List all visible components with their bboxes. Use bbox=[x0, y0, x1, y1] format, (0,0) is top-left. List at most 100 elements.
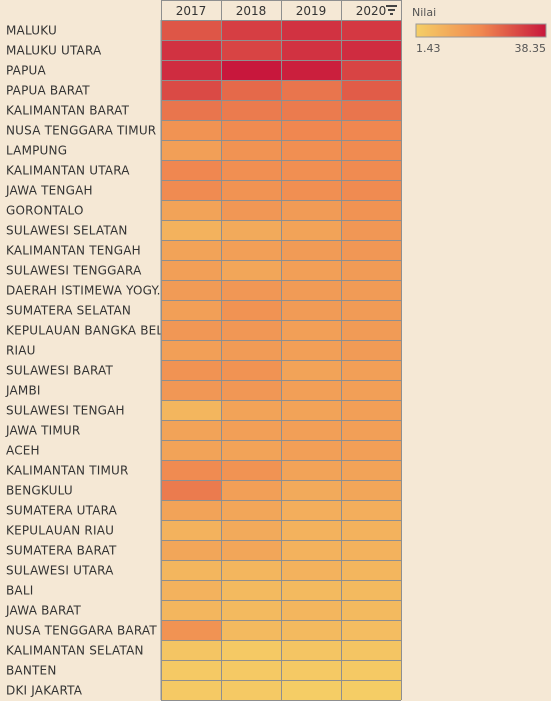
heatmap-cell[interactable] bbox=[341, 40, 401, 60]
row-label[interactable]: SUMATERA SELATAN bbox=[6, 304, 131, 318]
heatmap-cell[interactable] bbox=[341, 500, 401, 520]
heatmap-cell[interactable] bbox=[221, 420, 281, 440]
heatmap-cell[interactable] bbox=[161, 60, 221, 80]
heatmap-cell[interactable] bbox=[221, 660, 281, 680]
row-label[interactable]: DKI JAKARTA bbox=[6, 684, 83, 698]
heatmap-cell[interactable] bbox=[161, 360, 221, 380]
row-label[interactable]: NUSA TENGGARA TIMUR bbox=[6, 124, 156, 138]
heatmap-cell[interactable] bbox=[221, 120, 281, 140]
heatmap-cell[interactable] bbox=[341, 340, 401, 360]
row-label[interactable]: SULAWESI UTARA bbox=[6, 564, 114, 578]
heatmap-cell[interactable] bbox=[281, 180, 341, 200]
heatmap-cell[interactable] bbox=[161, 460, 221, 480]
heatmap-cell[interactable] bbox=[281, 360, 341, 380]
heatmap-cell[interactable] bbox=[341, 440, 401, 460]
row-label[interactable]: PAPUA bbox=[6, 64, 46, 78]
heatmap-cell[interactable] bbox=[221, 140, 281, 160]
heatmap-cell[interactable] bbox=[161, 260, 221, 280]
heatmap-cell[interactable] bbox=[161, 340, 221, 360]
heatmap-cell[interactable] bbox=[221, 400, 281, 420]
row-label[interactable]: KALIMANTAN TIMUR bbox=[6, 464, 129, 478]
heatmap-cell[interactable] bbox=[281, 620, 341, 640]
sort-descending-icon[interactable] bbox=[386, 5, 397, 15]
heatmap-cell[interactable] bbox=[221, 200, 281, 220]
heatmap-cell[interactable] bbox=[341, 580, 401, 600]
heatmap-cell[interactable] bbox=[341, 660, 401, 680]
heatmap-cell[interactable] bbox=[281, 520, 341, 540]
heatmap-cell[interactable] bbox=[341, 540, 401, 560]
heatmap-cell[interactable] bbox=[161, 420, 221, 440]
row-label[interactable]: KALIMANTAN BARAT bbox=[6, 104, 130, 118]
heatmap-cell[interactable] bbox=[221, 60, 281, 80]
heatmap-cell[interactable] bbox=[341, 520, 401, 540]
column-header-2020[interactable]: 2020 bbox=[356, 4, 387, 18]
heatmap-cell[interactable] bbox=[161, 560, 221, 580]
heatmap-cell[interactable] bbox=[221, 560, 281, 580]
heatmap-cell[interactable] bbox=[161, 540, 221, 560]
heatmap-cell[interactable] bbox=[221, 40, 281, 60]
heatmap-cell[interactable] bbox=[281, 600, 341, 620]
row-label[interactable]: JAWA TENGAH bbox=[5, 184, 93, 198]
heatmap-cell[interactable] bbox=[341, 680, 401, 700]
heatmap-cell[interactable] bbox=[341, 180, 401, 200]
heatmap-cell[interactable] bbox=[341, 260, 401, 280]
heatmap-cell[interactable] bbox=[161, 80, 221, 100]
heatmap-cell[interactable] bbox=[221, 480, 281, 500]
heatmap-cell[interactable] bbox=[221, 600, 281, 620]
heatmap-cell[interactable] bbox=[281, 680, 341, 700]
row-label[interactable]: BANTEN bbox=[6, 664, 57, 678]
heatmap-cell[interactable] bbox=[161, 600, 221, 620]
heatmap-cell[interactable] bbox=[161, 440, 221, 460]
row-label[interactable]: DAERAH ISTIMEWA YOGY.. bbox=[6, 284, 165, 298]
heatmap-cell[interactable] bbox=[341, 220, 401, 240]
heatmap-cell[interactable] bbox=[221, 640, 281, 660]
heatmap-cell[interactable] bbox=[341, 100, 401, 120]
heatmap-cell[interactable] bbox=[341, 640, 401, 660]
heatmap-cell[interactable] bbox=[281, 220, 341, 240]
row-label[interactable]: SULAWESI TENGGARA bbox=[6, 264, 142, 278]
heatmap-cell[interactable] bbox=[281, 400, 341, 420]
heatmap-cell[interactable] bbox=[281, 540, 341, 560]
heatmap-cell[interactable] bbox=[221, 180, 281, 200]
heatmap-cell[interactable] bbox=[281, 500, 341, 520]
column-header-2018[interactable]: 2018 bbox=[236, 4, 267, 18]
heatmap-cell[interactable] bbox=[221, 460, 281, 480]
heatmap-cell[interactable] bbox=[341, 320, 401, 340]
row-label[interactable]: NUSA TENGGARA BARAT bbox=[6, 624, 157, 638]
row-label[interactable]: KEPULAUAN RIAU bbox=[6, 524, 114, 538]
heatmap-cell[interactable] bbox=[341, 240, 401, 260]
heatmap-cell[interactable] bbox=[221, 80, 281, 100]
heatmap-cell[interactable] bbox=[161, 20, 221, 40]
column-header-2019[interactable]: 2019 bbox=[296, 4, 327, 18]
row-label[interactable]: BALI bbox=[6, 584, 33, 598]
heatmap-cell[interactable] bbox=[221, 380, 281, 400]
heatmap-cell[interactable] bbox=[221, 100, 281, 120]
heatmap-cell[interactable] bbox=[281, 260, 341, 280]
heatmap-cell[interactable] bbox=[161, 480, 221, 500]
heatmap-cell[interactable] bbox=[341, 280, 401, 300]
heatmap-cell[interactable] bbox=[341, 160, 401, 180]
heatmap-cell[interactable] bbox=[341, 560, 401, 580]
heatmap-cell[interactable] bbox=[221, 520, 281, 540]
heatmap-cell[interactable] bbox=[281, 100, 341, 120]
heatmap-cell[interactable] bbox=[161, 120, 221, 140]
heatmap-cell[interactable] bbox=[161, 300, 221, 320]
heatmap-cell[interactable] bbox=[161, 40, 221, 60]
heatmap-cell[interactable] bbox=[221, 240, 281, 260]
heatmap-cell[interactable] bbox=[161, 640, 221, 660]
heatmap-cell[interactable] bbox=[281, 20, 341, 40]
row-label[interactable]: SULAWESI BARAT bbox=[6, 364, 114, 378]
heatmap-cell[interactable] bbox=[161, 320, 221, 340]
row-label[interactable]: SULAWESI SELATAN bbox=[6, 224, 128, 238]
heatmap-cell[interactable] bbox=[341, 620, 401, 640]
heatmap-cell[interactable] bbox=[161, 520, 221, 540]
row-label[interactable]: BENGKULU bbox=[6, 484, 73, 498]
heatmap-cell[interactable] bbox=[161, 100, 221, 120]
heatmap-cell[interactable] bbox=[281, 660, 341, 680]
row-label[interactable]: LAMPUNG bbox=[6, 144, 67, 158]
heatmap-cell[interactable] bbox=[281, 560, 341, 580]
heatmap-cell[interactable] bbox=[281, 240, 341, 260]
row-label[interactable]: SUMATERA BARAT bbox=[6, 544, 117, 558]
heatmap-cell[interactable] bbox=[281, 200, 341, 220]
heatmap-cell[interactable] bbox=[161, 620, 221, 640]
